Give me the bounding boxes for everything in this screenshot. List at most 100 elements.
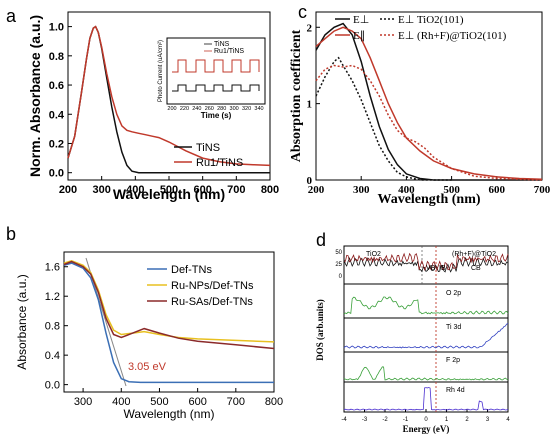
chart-b-annotation: 3.05 eV [128,361,167,373]
legend-c-3: E⊥ TiO2(101) [398,14,464,26]
xtick-label: 400 [112,396,130,408]
legend-b-def: Def-TNs [171,264,212,276]
ytick-label: 0.4 [45,350,60,362]
xtick-label: 500 [443,184,460,196]
d-ytick-label: 0 [339,274,343,280]
ytick-label: 1.6 [45,262,60,274]
d-curve-f2p [343,366,509,381]
chart-d-label-o2p: O 2p [446,290,461,297]
legend-b-np: Ru-NPs/Def-TNs [171,280,254,292]
series-line-1 [63,260,275,343]
series-line-0 [315,22,542,181]
chart-c-xlabel: Wavelength (nm) [377,192,480,207]
chart-b-ylabel: Absorbance (a.u.) [15,274,29,369]
chart-b-frame [63,251,275,393]
xtick-label: 800 [265,396,283,408]
xtick-label: 300 [92,184,110,196]
ytick-label: 0.4 [49,109,65,121]
xtick-label: 800 [261,184,279,196]
ytick-label: 0.2 [49,138,64,150]
d-curve-ti3d [343,322,509,349]
chart-b-xlabel: Wavelength (nm) [124,407,215,421]
chart-d-label-ti3d: Ti 3d [446,324,461,331]
d-xtick-label: 2 [465,417,469,423]
d-curve-tio2 [343,256,509,273]
ytick-label: 0.8 [45,321,60,333]
d-curve-rh4d [343,387,509,411]
panel-label-c: c [298,2,307,22]
xtick-label: 400 [398,184,415,196]
legend-a-tins: TiNS [196,142,220,154]
chart-d-label-rh4d: Rh 4d [446,387,465,394]
inset-series-tins [172,84,260,92]
ytick-label: 1 [307,99,313,111]
d-xtick-label: 4 [506,417,510,423]
xtick-label: 500 [160,184,178,196]
chart-a-ylabel: Norm. Absorbance (a.u.) [27,15,43,177]
chart-a: 200 300 400 500 600 700 8000.00.20.40.60.81.0 … [27,11,279,202]
xtick-label: 600 [188,396,206,408]
inset-legend-2: Ru1/TiNS [214,48,244,55]
d-curve-o2p [343,296,509,315]
inset-xtick-label: 280 [217,106,226,112]
chart-a-frame [67,11,271,181]
ytick-label: 1.2 [45,291,60,303]
series-line-2 [63,260,275,350]
ytick-label: 0.6 [49,80,64,92]
xtick-label: 700 [227,396,245,408]
inset-xtick-label: 260 [205,106,214,112]
chart-d-label-tio2: TiO2 [366,251,381,258]
d-xtick-label: -1 [403,417,409,423]
d-curve-rhf [343,252,509,272]
panel-label-d: d [316,230,326,250]
series-line-0 [63,262,274,384]
chart-c: 200 300 400 500 600 700 0 1 2 Wavelength (nm) Ab… [289,11,550,207]
series-line-1 [67,25,271,167]
chart-a-inset: TiNS Ru1/TiNS 200 220 240 260 280 300 320 340 T… [158,37,266,120]
ytick-label: 1.0 [49,22,64,34]
inset-series-ru [172,59,260,73]
ytick-label: 2 [307,22,313,34]
ytick-label: 0 [307,175,313,187]
panel-label-b: b [6,224,16,244]
inset-ylabel: Photo Current (uA/cm²) [158,40,164,102]
d-ytick-label: 50 [335,250,342,256]
xtick-label: 500 [150,396,168,408]
inset-xtick-label: 220 [180,106,189,112]
inset-xtick-label: 200 [167,106,176,112]
series-line-1 [315,26,543,180]
inset-xtick-label: 320 [242,106,251,112]
chart-d-ylabel: DOS (arb.units) [315,299,325,361]
inset-xlabel: Time (s) [201,111,232,120]
inset-xtick-label: 340 [254,106,263,112]
chart-d-label-cb: CB [471,265,481,272]
d-ytick-label: 25 [335,262,342,268]
inset-frame [166,37,266,105]
legend-c-1: E⊥ [353,14,369,26]
d-xtick-label: -4 [341,417,347,423]
ytick-label: 0.0 [45,380,60,392]
chart-d-label-f2p: F 2p [446,357,460,364]
d-xtick-label: -2 [382,417,388,423]
d-xtick-label: 3 [486,417,490,423]
chart-d-label-vb: VB [426,265,436,272]
panel-label-a: a [6,6,17,26]
d-xtick-label: 1 [445,417,449,423]
chart-d-label-ib: IB [439,265,446,272]
xtick-label: 400 [126,184,144,196]
inset-legend-1: TiNS [214,41,230,48]
chart-d: -4 -3 -2 -1 0 1 2 3 4 50 25 0 TiO2 (Rh+F)@TiO2 VB I… [315,245,510,434]
chart-a-xlabel: Wavelength (nm) [113,186,225,202]
d-xtick-label: 0 [424,417,428,423]
chart-d-xlabel: Energy (eV) [403,424,450,434]
ytick-label: 0.8 [49,51,64,63]
ytick-label: 0.0 [49,168,64,180]
legend-a-ru: Ru1/TiNS [196,157,243,169]
xtick-label: 300 [74,396,92,408]
legend-b-sa: Ru-SAs/Def-TNs [171,296,253,308]
chart-d-label-rhf: (Rh+F)@TiO2 [452,251,496,258]
xtick-label: 600 [489,184,506,196]
xtick-label: 200 [308,184,325,196]
legend-c-4: E⊥ (Rh+F)@TiO2(101) [398,30,507,42]
